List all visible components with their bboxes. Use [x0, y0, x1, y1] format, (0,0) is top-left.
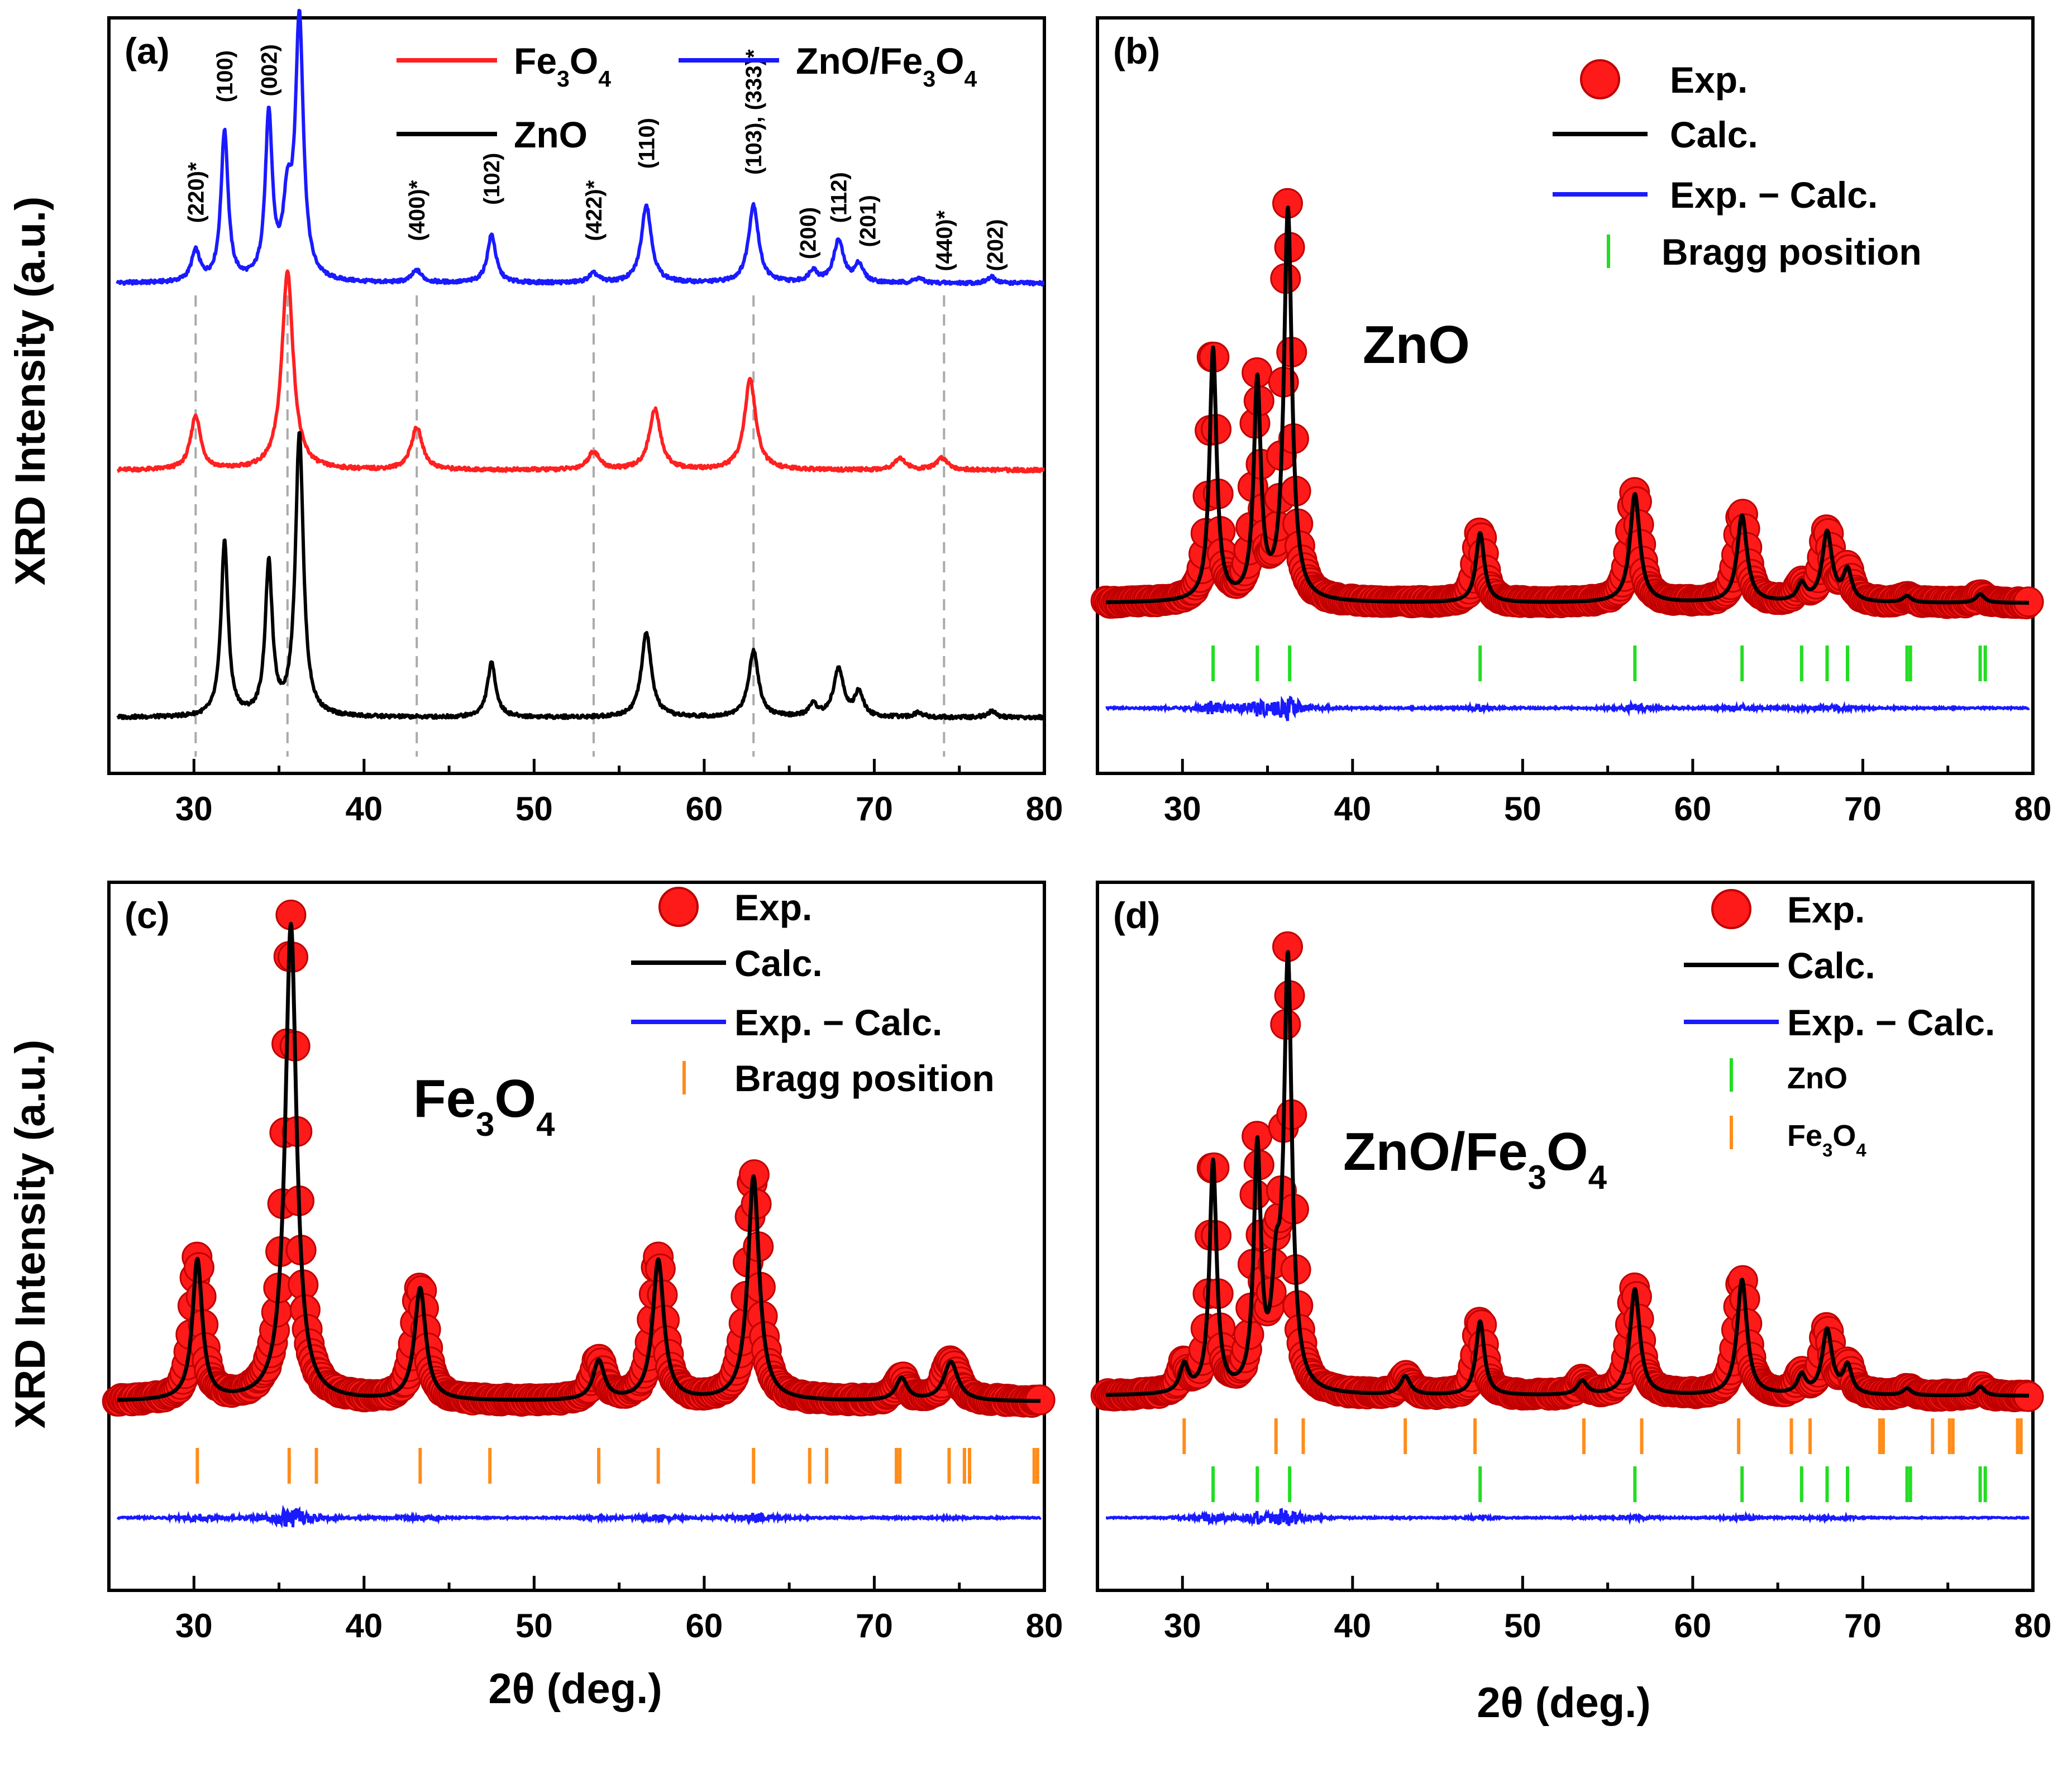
- panel-c: 30 40 50 60 70 80 (c) Fe3O4 Exp. Calc. Exp. − Calc…: [102, 881, 1063, 1645]
- hkl-label: (200): [796, 207, 821, 259]
- y-axis-label: XRD Intensity (a.u.): [7, 197, 54, 586]
- x-tick-label: 70: [1844, 1607, 1882, 1645]
- x-tick-label: 70: [856, 1607, 893, 1645]
- x-tick-label: 80: [2014, 1607, 2052, 1645]
- x-tick-label: 60: [1674, 790, 1712, 828]
- legend-label: Calc.: [734, 943, 823, 984]
- x-tick-label: 30: [1164, 790, 1201, 828]
- sample-title: Fe3O4: [413, 1069, 555, 1143]
- x-tick-label: 60: [686, 1607, 723, 1645]
- x-axis-label: 2θ (deg.): [1477, 1679, 1650, 1727]
- hkl-label: (202): [984, 219, 1008, 271]
- hkl-label: (110): [634, 118, 659, 169]
- legend-label: Fe3O4: [514, 40, 611, 92]
- panel-label: (a): [125, 30, 170, 71]
- x-tick-label: 60: [686, 790, 723, 828]
- legend-label: Exp. − Calc.: [1787, 1002, 1995, 1043]
- panel-a: 304050607080(a)(220)*(100)(002)(311)*(10…: [107, 8, 1063, 828]
- legend-label: ZnO: [1787, 1062, 1847, 1095]
- hkl-label: (400)*: [405, 180, 429, 241]
- plot-frame: [1096, 16, 2035, 775]
- x-tick-label: 40: [345, 1607, 383, 1645]
- legend-label: ZnO/Fe3O4: [796, 40, 977, 92]
- sample-title: ZnO: [1363, 315, 1470, 375]
- legend-label: Calc.: [1670, 114, 1758, 155]
- x-tick-label: 40: [1334, 790, 1371, 828]
- sample-title: ZnO/Fe3O4: [1343, 1122, 1607, 1196]
- hkl-label: (103), (333)*: [742, 49, 766, 175]
- legend-label: Exp.: [1670, 59, 1748, 101]
- x-tick-label: 70: [1844, 790, 1882, 828]
- diff-line: [116, 1504, 1042, 1529]
- diff-line: [1106, 1508, 2030, 1527]
- panel-label: (c): [125, 895, 170, 936]
- plot-frame: [107, 16, 1046, 775]
- x-tick-label: 50: [515, 790, 553, 828]
- legend-label: Exp. − Calc.: [734, 1002, 942, 1043]
- x-tick-label: 50: [515, 1607, 553, 1645]
- hkl-label: (201): [856, 195, 880, 247]
- panel-d: 30 40 50 60 70 80 (d) ZnO/Fe3O4 Exp. Calc. Exp. − …: [1090, 881, 2052, 1645]
- exp-points: [1090, 188, 2044, 620]
- panel-label: (d): [1113, 895, 1160, 936]
- hkl-label: (440)*: [932, 210, 957, 271]
- x-tick-label: 80: [1026, 790, 1063, 828]
- x-tick-label: 30: [1164, 1607, 1201, 1645]
- series-line: [116, 269, 1045, 474]
- hkl-label: (002): [257, 44, 281, 96]
- x-axis-label: 2θ (deg.): [488, 1665, 662, 1713]
- calc-line: [1104, 205, 2031, 605]
- legend-label: Bragg position: [1662, 231, 1922, 273]
- hkl-label: (102): [480, 153, 504, 205]
- x-tick-label: 30: [175, 1607, 213, 1645]
- x-tick-label: 40: [1334, 1607, 1371, 1645]
- x-tick-label: 40: [345, 790, 383, 828]
- hkl-label: (422)*: [582, 180, 607, 241]
- exp-points: [102, 900, 1056, 1418]
- legend-label: Exp.: [1787, 889, 1865, 930]
- x-tick-label: 80: [1026, 1607, 1063, 1645]
- x-tick-label: 80: [2014, 790, 2052, 828]
- y-axis-label: XRD Intensity (a.u.): [7, 1040, 54, 1429]
- diff-line: [1105, 695, 2030, 721]
- legend-dot: [1711, 889, 1751, 929]
- x-tick-label: 60: [1674, 1607, 1712, 1645]
- plot-frame: [107, 881, 1046, 1592]
- calc-line: [1104, 950, 2031, 1398]
- legend-label: Exp.: [734, 887, 812, 928]
- panel-label: (b): [1113, 30, 1160, 71]
- legend-label: ZnO: [514, 114, 588, 155]
- x-tick-label: 70: [856, 790, 893, 828]
- calc-line: [116, 921, 1042, 1403]
- panel-b: 30 40 50 60 70 80 (b) ZnO Exp. Calc. Exp. − Calc. B…: [1090, 16, 2052, 828]
- series-line: [116, 431, 1045, 721]
- hkl-label: (112): [827, 172, 852, 223]
- legend-label: Calc.: [1787, 945, 1875, 986]
- x-tick-label: 30: [175, 790, 213, 828]
- hkl-label: (100): [213, 50, 237, 102]
- x-tick-label: 50: [1504, 1607, 1541, 1645]
- legend-label: Bragg position: [734, 1058, 995, 1099]
- legend-dot: [658, 887, 699, 927]
- legend-label: Exp. − Calc.: [1670, 174, 1878, 216]
- legend-dot: [1580, 59, 1620, 99]
- legend-label: Fe3O4: [1787, 1119, 1866, 1160]
- plot-frame: [1096, 881, 2035, 1592]
- series-line: [116, 8, 1045, 287]
- x-tick-label: 50: [1504, 790, 1541, 828]
- hkl-label: (220)*: [184, 162, 208, 223]
